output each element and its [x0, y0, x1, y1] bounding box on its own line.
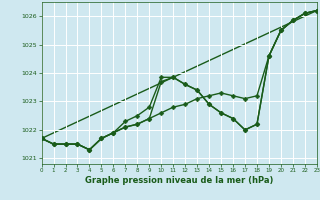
X-axis label: Graphe pression niveau de la mer (hPa): Graphe pression niveau de la mer (hPa)	[85, 176, 273, 185]
